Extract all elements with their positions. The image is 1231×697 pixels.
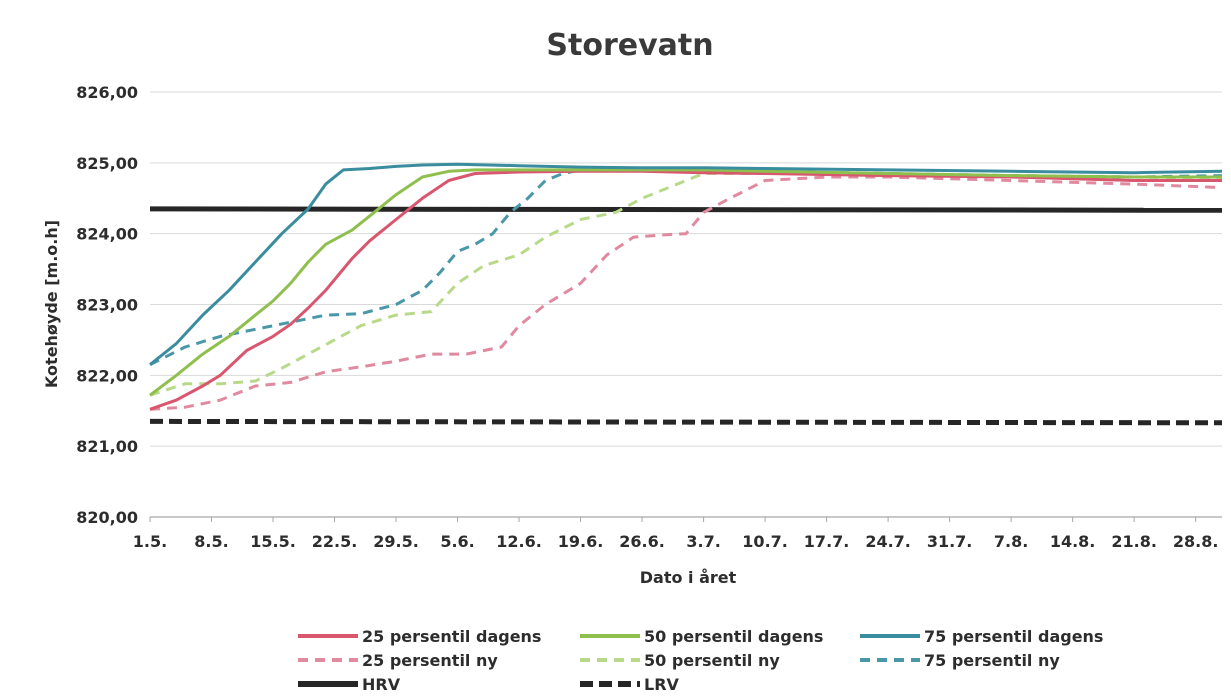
legend-label: 75 persentil ny: [924, 651, 1060, 670]
x-tick-label: 14.8.: [1050, 532, 1096, 551]
legend-label: 25 persentil dagens: [362, 627, 541, 646]
series-line-50-persentil-dagens: [149, 168, 1222, 397]
legend-label: 50 persentil dagens: [644, 627, 823, 646]
y-axis-label: Kotehøyde [m.o.h]: [42, 220, 61, 388]
series-line-25-persentil-ny: [149, 175, 1223, 411]
gridlines: [150, 91, 1222, 447]
x-axis-label: Dato i året: [640, 568, 737, 587]
y-tick-labels: 820,00 821,00 822,00 823,00 824,00 825,00 826,…: [76, 83, 138, 527]
legend-label: 50 persentil ny: [644, 651, 780, 670]
series-lines: [149, 162, 1223, 426]
x-tick-labels: 1.5. 8.5. 15.5. 22.5. 29.5. 5.6. 12.6. 19.6. 26.…: [133, 517, 1219, 551]
series-line-75-persentil-dagens: [149, 162, 1223, 366]
legend: 25 persentil dagens 50 persentil dagens 75…: [298, 627, 1103, 694]
y-tick-label: 825,00: [76, 154, 138, 173]
x-tick-label: 8.5.: [194, 532, 228, 551]
x-tick-label: 21.8.: [1111, 532, 1157, 551]
y-tick-label: 824,00: [76, 225, 138, 244]
legend-label: LRV: [644, 675, 680, 694]
series-line-25-persentil-dagens: [149, 169, 1222, 411]
x-tick-label: 12.6.: [496, 532, 542, 551]
x-tick-label: 28.8.: [1173, 532, 1219, 551]
series-line-hrv: [149, 206, 1223, 213]
chart-title: Storevatn: [546, 28, 713, 63]
y-tick-label: 823,00: [76, 296, 138, 315]
legend-label: HRV: [362, 675, 401, 694]
x-tick-label: 24.7.: [865, 532, 911, 551]
x-tick-label: 19.6.: [558, 532, 604, 551]
y-tick-label: 820,00: [76, 508, 138, 527]
x-tick-label: 7.8.: [994, 532, 1028, 551]
series-line-lrv: [149, 418, 1223, 426]
x-tick-label: 26.6.: [619, 532, 665, 551]
series-line-75-persentil-ny: [149, 167, 1223, 367]
x-tick-label: 1.5.: [133, 532, 167, 551]
x-tick-label: 31.7.: [927, 532, 973, 551]
legend-label: 75 persentil dagens: [924, 627, 1103, 646]
y-tick-label: 821,00: [76, 437, 138, 456]
y-tick-label: 826,00: [76, 83, 138, 102]
x-tick-label: 17.7.: [804, 532, 850, 551]
x-tick-label: 3.7.: [686, 532, 720, 551]
legend-label: 25 persentil ny: [362, 651, 498, 670]
x-tick-label: 29.5.: [373, 532, 419, 551]
x-tick-label: 5.6.: [440, 532, 474, 551]
x-tick-label: 15.5.: [250, 532, 296, 551]
y-tick-label: 822,00: [76, 366, 138, 385]
x-tick-label: 22.5.: [312, 532, 358, 551]
x-tick-label: 10.7.: [742, 532, 788, 551]
